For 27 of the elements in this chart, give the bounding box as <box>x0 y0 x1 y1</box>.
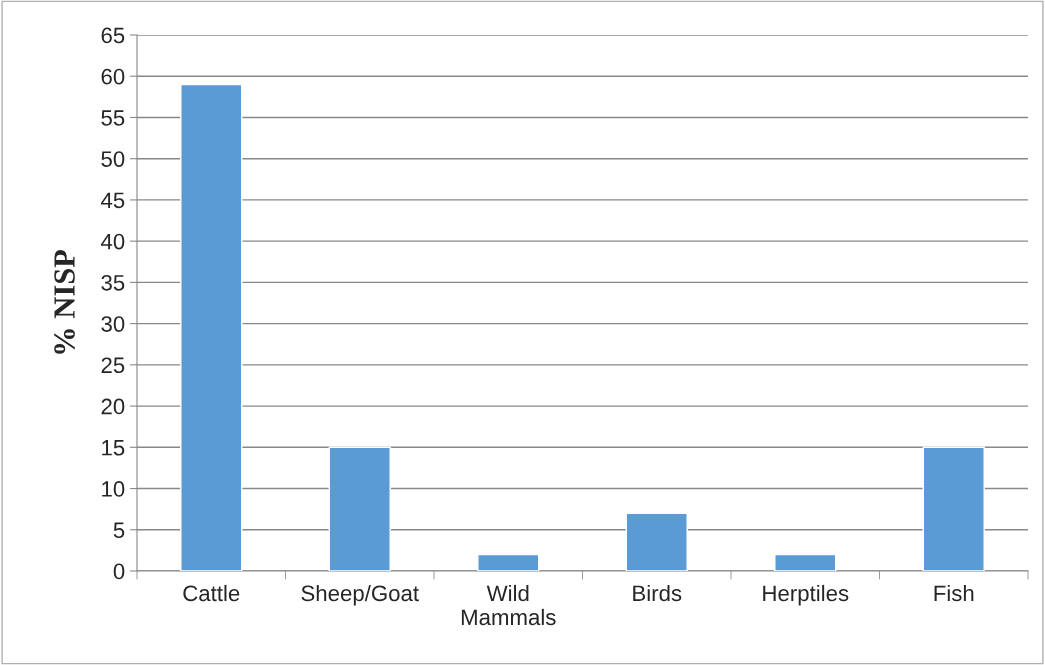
y-tick-label: 65 <box>101 27 125 44</box>
x-tick-label: Sheep/Goat <box>301 584 419 606</box>
y-tick-label: 40 <box>100 233 125 250</box>
y-tick-label: 0 <box>113 563 125 580</box>
x-tick-label: Cattle <box>183 584 240 602</box>
bar <box>180 83 243 571</box>
y-tick-label: 25 <box>101 357 125 374</box>
bar <box>774 553 837 571</box>
y-tick-label: 45 <box>100 192 125 209</box>
y-tick-label: 35 <box>101 274 125 291</box>
x-tick-label: Birds <box>633 584 682 602</box>
y-tick-label: 30 <box>101 316 125 332</box>
y-tick-label: 10 <box>102 481 125 497</box>
bar <box>922 446 985 571</box>
x-tick-label: Herptiles <box>763 584 849 606</box>
y-tick-label: 60 <box>101 68 125 85</box>
y-axis-title: % NISP <box>54 249 75 354</box>
y-tick-label: 20 <box>101 398 125 415</box>
x-tick-label: Wild Mammals <box>461 584 556 626</box>
bar <box>477 553 540 571</box>
y-tick-label: 5 <box>113 522 125 539</box>
bar <box>328 446 391 571</box>
y-tick-label: 50 <box>101 151 125 167</box>
y-tick-label: 15 <box>102 440 125 456</box>
y-tick-label: 55 <box>101 110 125 126</box>
x-tick-label: Fish <box>934 584 974 602</box>
bar <box>625 512 688 571</box>
